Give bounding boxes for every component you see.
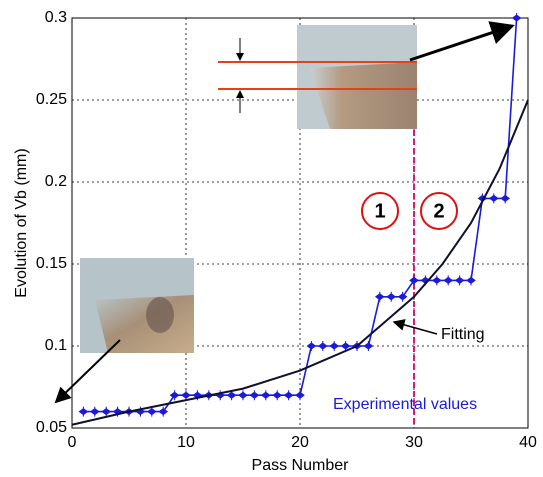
x-tick-label: 0 bbox=[68, 434, 77, 451]
experimental-label: Experimental values bbox=[333, 396, 477, 413]
fitting-label: Fitting bbox=[441, 326, 485, 343]
x-tick-label: 40 bbox=[519, 434, 537, 451]
chart: 1 2 Fitting Experimental values Pass Num… bbox=[0, 0, 543, 477]
y-axis-label: Evolution of Vb (mm) bbox=[13, 148, 30, 297]
x-tick-label: 20 bbox=[291, 434, 309, 451]
y-tick-label: 0.05 bbox=[36, 419, 67, 436]
y-tick-label: 0.15 bbox=[36, 255, 67, 272]
y-tick-label: 0.2 bbox=[45, 173, 67, 190]
y-tick-label: 0.3 bbox=[45, 9, 67, 26]
x-tick-label: 30 bbox=[405, 434, 423, 451]
region-label: 1 bbox=[374, 200, 385, 222]
x-axis-label: Pass Number bbox=[252, 457, 350, 474]
x-tick-label: 10 bbox=[177, 434, 195, 451]
region-label: 2 bbox=[433, 200, 444, 222]
y-tick-label: 0.25 bbox=[36, 91, 67, 108]
y-tick-label: 0.1 bbox=[45, 337, 67, 354]
